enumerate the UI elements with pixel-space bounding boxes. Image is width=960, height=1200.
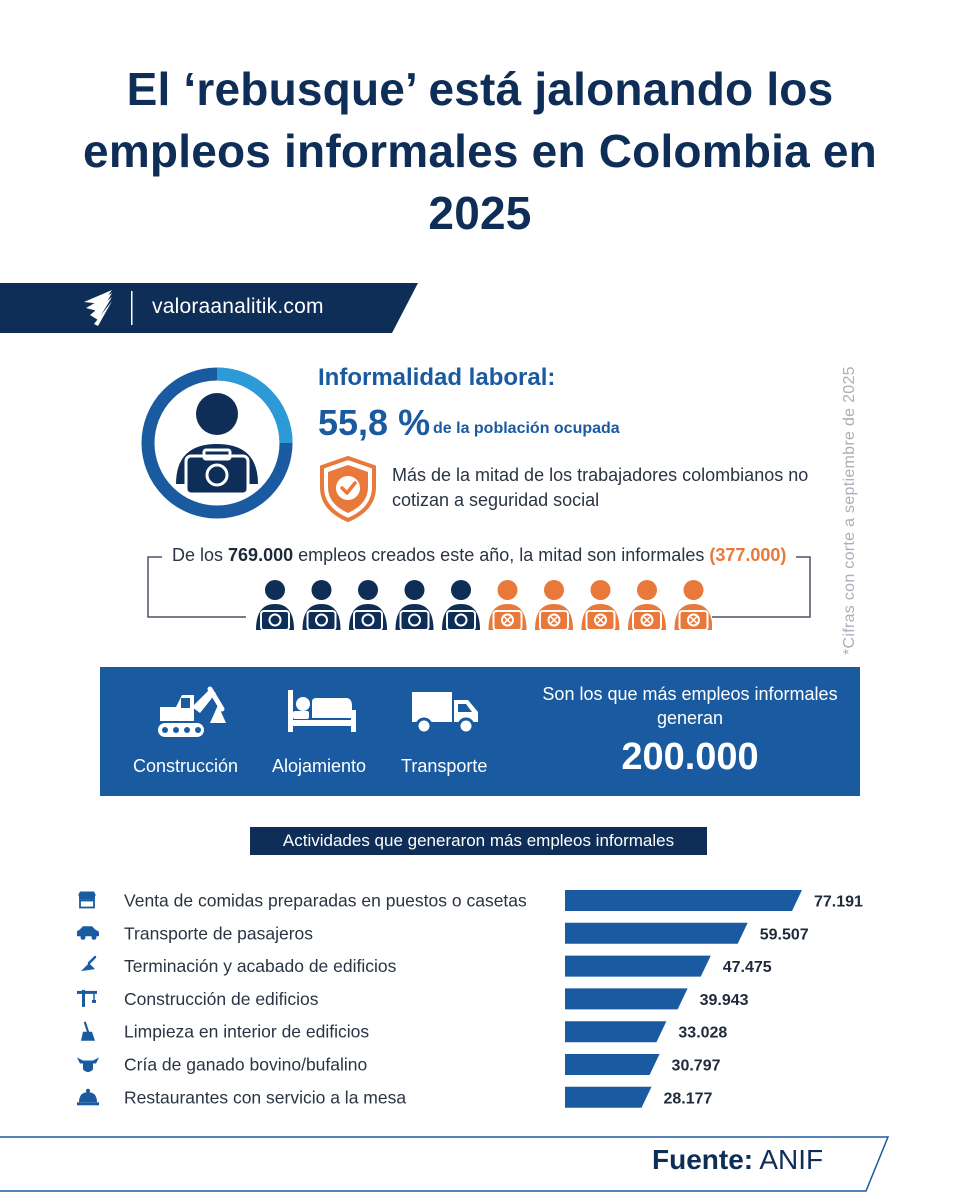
chart-value-label: 28.177 <box>664 1090 713 1107</box>
chart-value-label: 59.507 <box>760 926 809 943</box>
jobs-middle: empleos creados este año, la mitad son i… <box>293 545 710 565</box>
footer-source-name: ANIF <box>759 1144 824 1175</box>
chart-bar <box>565 988 688 1010</box>
chart-category-label: Restaurantes con servicio a la mesa <box>124 1087 406 1107</box>
chart-category-label: Terminación y acabado de edificios <box>124 956 397 976</box>
sectors-number: 200.000 <box>621 736 759 778</box>
trowel-icon <box>81 955 97 972</box>
page-title: El ‘rebusque’ está jalonando los empleos… <box>83 63 877 239</box>
car-icon <box>77 926 99 940</box>
chart-value-label: 30.797 <box>672 1058 721 1075</box>
chart-value-label: 77.191 <box>814 894 863 911</box>
shield-check-icon <box>320 455 376 523</box>
jobs-informal: (377.000) <box>709 545 787 565</box>
sectors-text: Son los que más empleos informales gener… <box>542 684 838 728</box>
chart-title: Actividades que generaron más empleos in… <box>250 827 707 855</box>
chart-category-label: Limpieza en interior de edificios <box>124 1022 369 1042</box>
jobs-total: 769.000 <box>228 545 294 565</box>
chart-bar <box>565 922 748 944</box>
chart-bar <box>565 1021 667 1043</box>
chart-bar <box>565 1054 660 1075</box>
valora-logo-icon <box>84 290 112 326</box>
chart-category-label: Venta de comidas preparadas en puestos o… <box>124 891 527 911</box>
worker-circle-icon <box>141 367 293 519</box>
bed-icon <box>288 690 356 732</box>
chart-value-label: 33.028 <box>678 1025 727 1042</box>
informal-worker-icon <box>674 580 712 631</box>
side-note: *Cifras con corte a septiembre de 2025 <box>841 366 858 655</box>
informal-worker-icon <box>488 580 527 631</box>
footer-band <box>0 1136 890 1192</box>
informal-worker-icon <box>628 580 666 631</box>
chart-bar <box>565 955 711 977</box>
informality-description: Más de la mitad de los trabajadores colo… <box>392 465 809 510</box>
jobs-bracket <box>147 556 811 618</box>
brand-band <box>0 283 418 333</box>
food-stall-icon <box>78 891 96 909</box>
cow-icon <box>77 1057 99 1072</box>
sectors-box <box>100 667 860 796</box>
informal-worker-icon <box>581 580 620 631</box>
sector-label-construccion: Construcción <box>133 756 239 776</box>
broom-icon <box>81 1021 95 1041</box>
footer-label: Fuente: <box>652 1144 754 1175</box>
chart-category-label: Construcción de edificios <box>124 989 319 1009</box>
chart-bar <box>565 890 802 911</box>
formal-worker-icon <box>302 580 341 631</box>
formal-worker-icon <box>256 580 294 631</box>
serving-dish-icon <box>77 1088 99 1106</box>
chart-category-label: Transporte de pasajeros <box>124 923 313 943</box>
chart-value-label: 39.943 <box>700 992 749 1009</box>
truck-icon <box>412 692 478 735</box>
informal-worker-icon <box>535 580 573 631</box>
jobs-prefix: De los <box>172 545 229 565</box>
sector-label-alojamiento: Alojamiento <box>272 756 367 776</box>
chart-value-label: 47.475 <box>723 959 772 976</box>
formal-worker-icon <box>442 580 480 631</box>
excavator-icon <box>158 686 226 737</box>
crane-icon <box>77 989 97 1007</box>
informality-percent-label: de la población ocupada <box>433 420 620 437</box>
informality-title: Informalidad laboral: <box>318 364 556 391</box>
footer-source: Fuente: ANIF <box>652 1144 823 1176</box>
sector-label-transporte: Transporte <box>401 756 488 776</box>
chart-category-label: Cría de ganado bovino/bufalino <box>124 1055 367 1075</box>
jobs-statement: De los 769.000 empleos creados este año,… <box>162 545 797 566</box>
formal-worker-icon <box>395 580 434 631</box>
formal-worker-icon <box>349 580 387 631</box>
informality-percent: 55,8 % <box>318 402 431 443</box>
activities-bar-chart: 77.191 Venta de comidas preparadas en pue… <box>77 890 863 1108</box>
workers-row <box>256 580 712 631</box>
brand-site[interactable]: valoraanalitik.com <box>152 295 324 318</box>
chart-bar <box>565 1086 652 1108</box>
